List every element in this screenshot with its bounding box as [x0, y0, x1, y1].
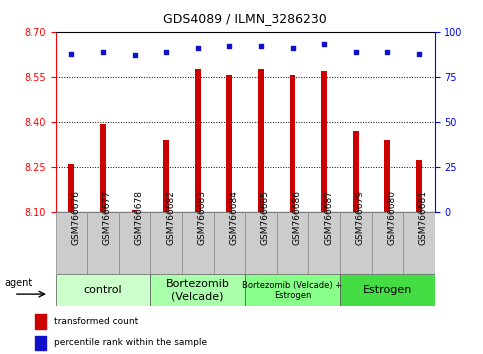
Bar: [150, 274, 245, 306]
Point: [131, 52, 139, 58]
Text: agent: agent: [4, 278, 33, 288]
Text: GSM766679: GSM766679: [355, 190, 365, 245]
Bar: [119, 212, 150, 274]
Bar: [277, 212, 308, 274]
Bar: [245, 274, 340, 306]
Bar: [213, 212, 245, 274]
Bar: [403, 212, 435, 274]
Bar: [195, 69, 200, 212]
Bar: [340, 212, 371, 274]
Bar: [56, 274, 150, 306]
Text: GSM766676: GSM766676: [71, 190, 80, 245]
Text: percentile rank within the sample: percentile rank within the sample: [54, 338, 207, 348]
Point: [320, 42, 328, 47]
Point: [194, 45, 201, 51]
Text: GSM766681: GSM766681: [419, 190, 428, 245]
Bar: [132, 210, 137, 212]
Text: Estrogen: Estrogen: [363, 285, 412, 295]
Text: GSM766678: GSM766678: [135, 190, 143, 245]
Text: GDS4089 / ILMN_3286230: GDS4089 / ILMN_3286230: [163, 12, 327, 25]
Point: [162, 49, 170, 55]
Bar: [182, 212, 213, 274]
Point: [289, 45, 297, 51]
Bar: [384, 140, 390, 212]
Bar: [258, 69, 264, 212]
Bar: [290, 75, 296, 212]
Point: [257, 44, 265, 49]
Point: [99, 49, 107, 55]
Bar: [69, 164, 74, 212]
Point: [226, 44, 233, 49]
Text: transformed count: transformed count: [54, 317, 138, 326]
Text: GSM766683: GSM766683: [198, 190, 207, 245]
Bar: [245, 212, 277, 274]
Text: GSM766680: GSM766680: [387, 190, 397, 245]
Bar: [87, 212, 119, 274]
Text: control: control: [84, 285, 122, 295]
Bar: [150, 212, 182, 274]
Text: GSM766686: GSM766686: [293, 190, 301, 245]
Bar: [353, 131, 358, 212]
Text: GSM766687: GSM766687: [324, 190, 333, 245]
Bar: [35, 336, 45, 350]
Bar: [340, 274, 435, 306]
Bar: [308, 212, 340, 274]
Bar: [227, 75, 232, 212]
Bar: [371, 212, 403, 274]
Text: GSM766684: GSM766684: [229, 190, 238, 245]
Bar: [416, 160, 422, 212]
Bar: [163, 140, 169, 212]
Text: GSM766685: GSM766685: [261, 190, 270, 245]
Bar: [100, 124, 106, 212]
Text: GSM766677: GSM766677: [103, 190, 112, 245]
Text: Bortezomib
(Velcade): Bortezomib (Velcade): [166, 279, 229, 301]
Text: Bortezomib (Velcade) +
Estrogen: Bortezomib (Velcade) + Estrogen: [242, 281, 342, 300]
Point: [68, 51, 75, 56]
Point: [415, 51, 423, 56]
Point: [384, 49, 391, 55]
Bar: [321, 71, 327, 212]
Point: [352, 49, 359, 55]
Text: GSM766682: GSM766682: [166, 190, 175, 245]
Bar: [56, 212, 87, 274]
Bar: [35, 314, 45, 329]
